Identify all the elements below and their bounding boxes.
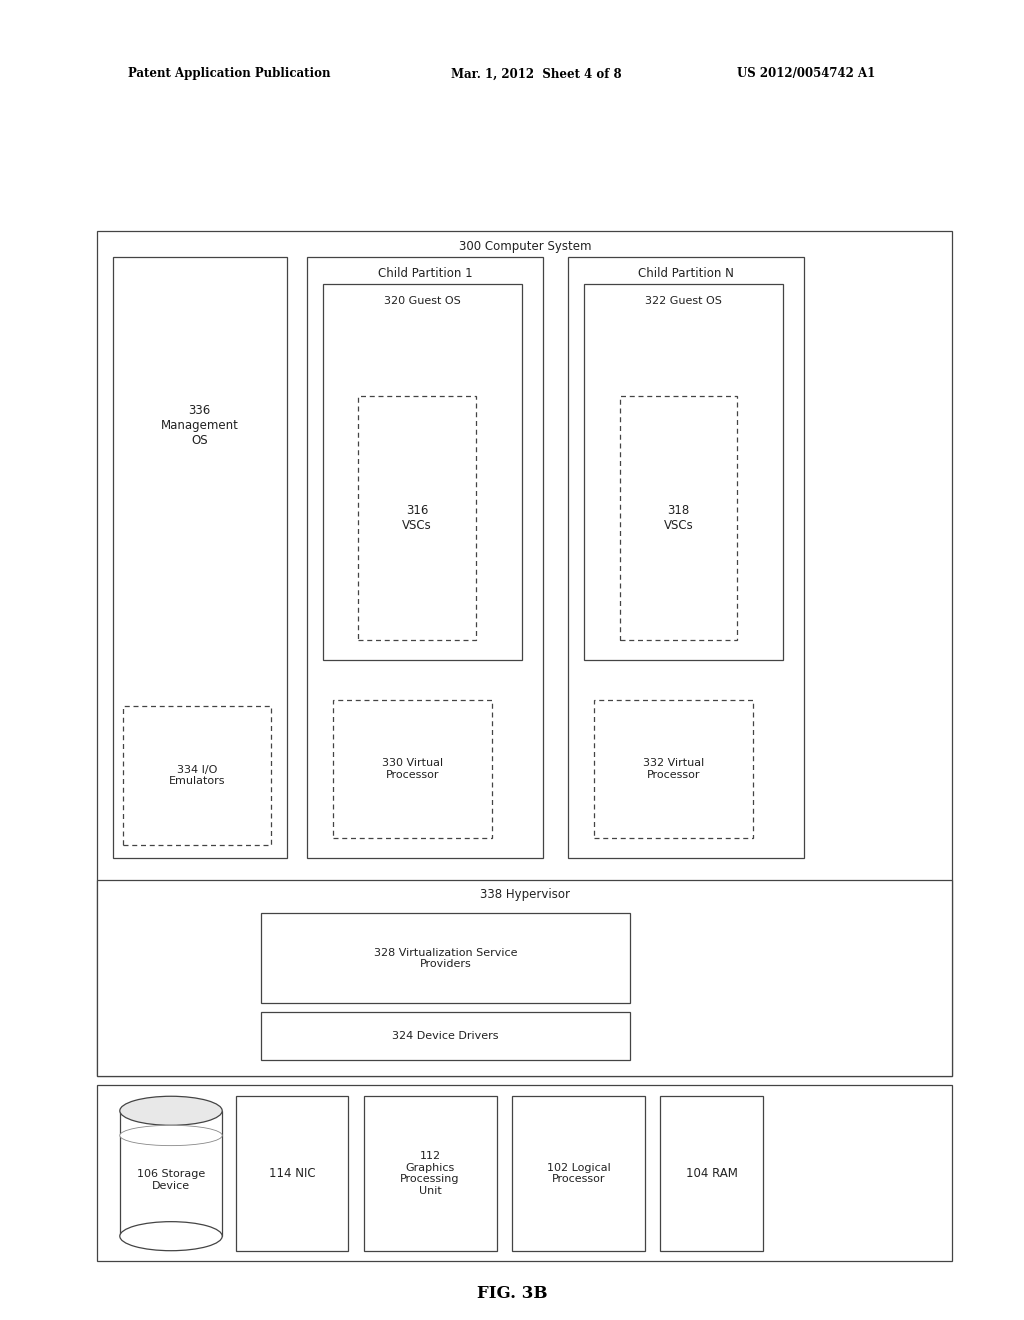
Text: 336
Management
OS: 336 Management OS [161,404,239,447]
Bar [261,913,630,1003]
Text: 320 Guest OS: 320 Guest OS [384,296,461,306]
Bar [568,257,804,858]
Text: 332 Virtual
Processor: 332 Virtual Processor [643,758,703,780]
Text: Child Partition N: Child Partition N [638,267,734,280]
Bar [97,231,952,1076]
Ellipse shape [120,1222,222,1251]
Text: Child Partition 1: Child Partition 1 [378,267,472,280]
Text: 104 RAM: 104 RAM [686,1167,737,1180]
Ellipse shape [120,1125,222,1146]
Bar [113,257,287,858]
Text: 330 Virtual
Processor: 330 Virtual Processor [382,758,442,780]
Bar [620,396,737,640]
Text: 316
VSCs: 316 VSCs [402,504,432,532]
Bar [236,1096,348,1251]
Text: Mar. 1, 2012  Sheet 4 of 8: Mar. 1, 2012 Sheet 4 of 8 [451,67,622,81]
Bar [97,1085,952,1261]
Bar [512,1096,645,1251]
Text: 102 Logical
Processor: 102 Logical Processor [547,1163,610,1184]
Text: 318
VSCs: 318 VSCs [664,504,693,532]
Bar [364,1096,497,1251]
Bar [97,880,952,1076]
Bar [333,700,492,838]
Text: US 2012/0054742 A1: US 2012/0054742 A1 [737,67,876,81]
Bar [358,396,476,640]
Bar [120,1110,222,1236]
Bar [261,1012,630,1060]
Text: 334 I/O
Emulators: 334 I/O Emulators [169,764,225,787]
Text: 106 Storage
Device: 106 Storage Device [137,1170,205,1191]
Ellipse shape [120,1096,222,1125]
Text: 324 Device Drivers: 324 Device Drivers [392,1031,499,1041]
Text: 322 Guest OS: 322 Guest OS [645,296,722,306]
Text: FIG. 3B: FIG. 3B [477,1286,547,1302]
Bar [584,284,783,660]
Text: 338 Hypervisor: 338 Hypervisor [480,888,569,902]
Text: 112
Graphics
Processing
Unit: 112 Graphics Processing Unit [400,1151,460,1196]
Text: 300 Computer System: 300 Computer System [459,240,591,253]
Bar [323,284,522,660]
Bar [660,1096,763,1251]
Text: 328 Virtualization Service
Providers: 328 Virtualization Service Providers [374,948,517,969]
Text: 114 NIC: 114 NIC [268,1167,315,1180]
Bar [307,257,543,858]
Text: Patent Application Publication: Patent Application Publication [128,67,331,81]
Bar [123,706,271,845]
Bar [594,700,753,838]
